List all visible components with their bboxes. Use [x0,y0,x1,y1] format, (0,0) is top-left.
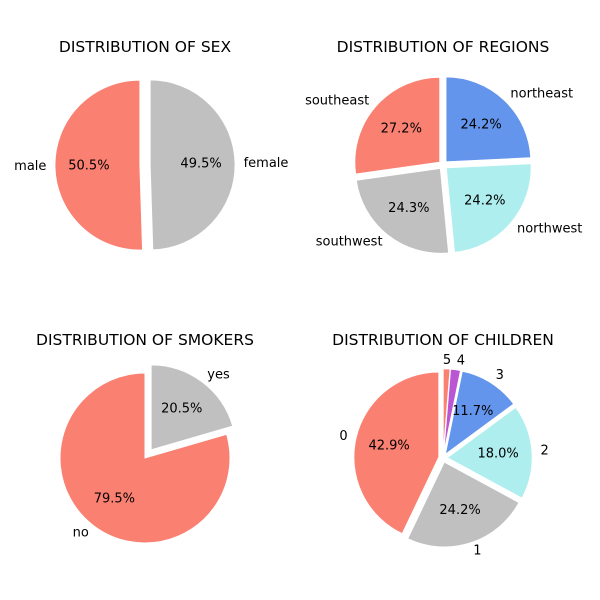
pie-pct-smokers-no: 79.5% [94,491,135,506]
pie-label-children-0: 0 [339,429,347,444]
pie-label-sex-male: male [14,159,46,174]
chart-title-regions: DISTRIBUTION OF REGIONS [337,38,550,56]
pie-slice-children-2 [446,406,533,499]
pie-label-children-3: 3 [496,368,504,383]
pie-slice-sex-female [149,79,236,251]
pie-slice-children-1 [406,461,520,548]
pie-pct-children-3: 11.7% [452,404,493,419]
pie-pct-regions-southwest: 24.3% [388,201,429,216]
pie-pct-sex-female: 49.5% [180,157,221,172]
chart-title-sex: DISTRIBUTION OF SEX [59,38,232,56]
pie-pct-regions-southeast: 27.2% [381,121,422,136]
pie-slice-sex-male [54,79,144,251]
pie-label-smokers-no: no [73,525,89,540]
pie-pct-children-2: 18.0% [477,447,518,462]
pie-label-regions-northeast: northeast [510,87,573,102]
pie-pct-sex-male: 50.5% [68,158,109,173]
pie-label-children-2: 2 [541,444,549,459]
pie-slice-regions-northwest [445,163,532,253]
pie-slice-regions-northeast [445,76,532,163]
pie-pct-children-1: 24.2% [439,503,480,518]
pie-label-children-1: 1 [473,543,481,558]
pie-slice-children-5 [442,368,451,454]
pie-label-regions-southeast: southeast [305,93,369,108]
pie-label-smokers-yes: yes [207,368,230,383]
pie-slice-children-3 [444,370,515,456]
pie-pct-smokers-yes: 20.5% [161,402,202,417]
chart-title-children: DISTRIBUTION OF CHILDREN [332,331,554,349]
chart-title-smokers: DISTRIBUTION OF SMOKERS [36,331,254,349]
pie-slice-children-0 [353,371,440,535]
pie-slice-smokers-no [59,372,231,544]
pie-pct-regions-northwest: 24.2% [464,194,505,209]
pie-label-sex-female: female [244,156,289,171]
pie-label-regions-northwest: northwest [517,221,582,236]
pie-pct-regions-northeast: 24.2% [460,117,501,132]
pie-slice-regions-southwest [355,167,450,254]
pie-label-children-5: 5 [443,353,451,368]
pie-pct-children-0: 42.9% [368,438,409,453]
pie-label-regions-southwest: southwest [316,234,383,249]
pie-slice-smokers-yes [150,364,234,451]
pie-label-children-4: 4 [457,354,465,369]
pie-slice-regions-southeast [354,76,441,175]
